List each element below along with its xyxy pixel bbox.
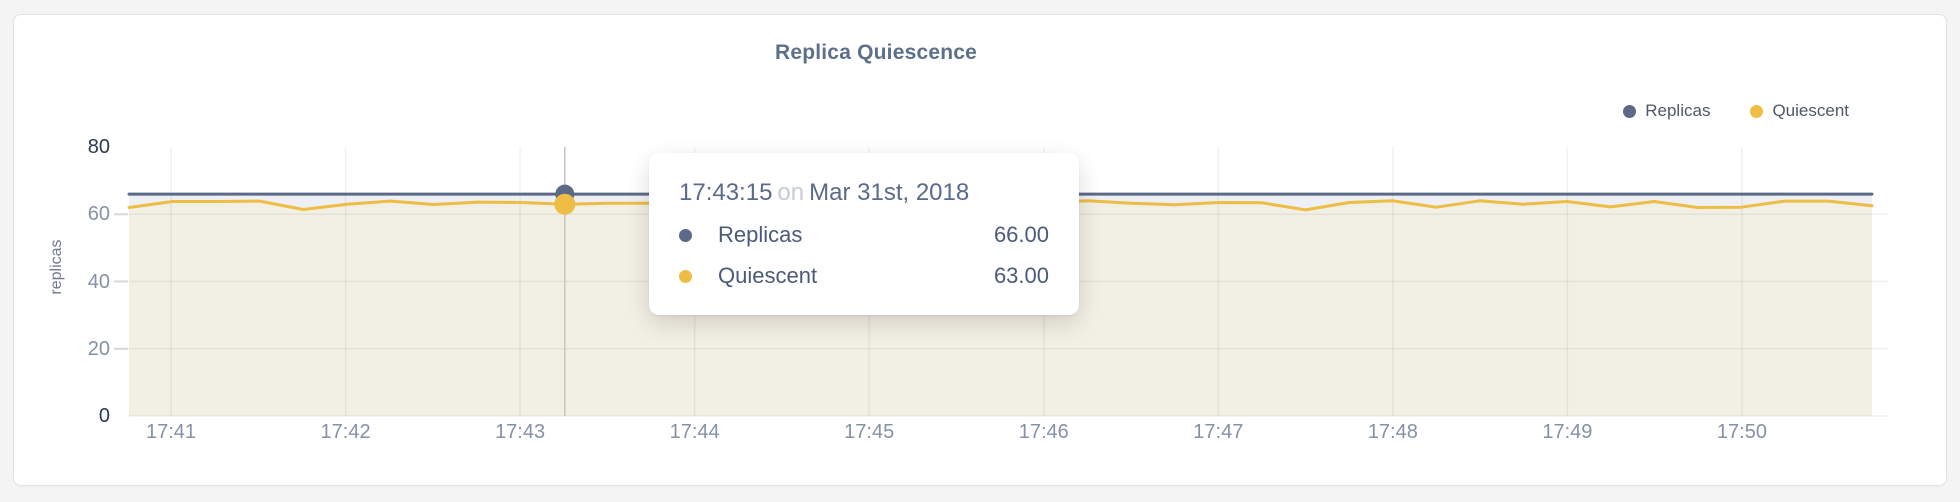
legend-label: Quiescent bbox=[1772, 101, 1849, 120]
chart-card: Replica Quiescence Replicas Quiescent 80 6… bbox=[13, 14, 1947, 486]
x-tick-label: 17:41 bbox=[145, 421, 197, 443]
y-tick-label: 80 bbox=[87, 136, 110, 158]
legend-label: Replicas bbox=[1645, 101, 1711, 120]
legend-dot-icon bbox=[1623, 104, 1637, 118]
y-tick-label: 40 bbox=[87, 270, 110, 293]
x-tick-label: 17:42 bbox=[320, 421, 371, 443]
tooltip-series-label: Replicas bbox=[718, 222, 803, 247]
x-tick-label: 17:48 bbox=[1367, 421, 1418, 443]
tooltip-connector: on bbox=[777, 179, 805, 206]
tooltip-series-value: 66.00 bbox=[993, 222, 1049, 247]
tooltip-series-value: 63.00 bbox=[993, 263, 1049, 288]
legend-item-quiescent[interactable]: Quiescent bbox=[1750, 101, 1849, 121]
tooltip-series-label: Quiescent bbox=[718, 263, 818, 288]
x-tick-label: 17:45 bbox=[844, 421, 895, 443]
y-tick-label: 60 bbox=[87, 203, 110, 226]
tooltip-time: 17:43:15 bbox=[679, 179, 773, 206]
chart-tooltip: 17:43:15 on Mar 31st, 2018 Replicas 66.00 Qu… bbox=[649, 153, 1079, 315]
tooltip-date: Mar 31st, 2018 bbox=[809, 179, 970, 206]
x-tick-label: 17:46 bbox=[1018, 421, 1069, 443]
selected-point-quiescent bbox=[554, 193, 576, 215]
tooltip-row-quiescent: Quiescent 63.00 bbox=[679, 263, 1049, 289]
tooltip-row-replicas: Replicas 66.00 bbox=[679, 222, 1049, 248]
y-axis-title: replicas bbox=[48, 239, 65, 295]
y-tick-label: 0 bbox=[98, 405, 110, 427]
legend-dot-icon bbox=[1750, 104, 1764, 118]
x-tick-label: 17:44 bbox=[669, 421, 720, 443]
y-tick-label: 20 bbox=[87, 337, 110, 360]
legend-item-replicas[interactable]: Replicas bbox=[1623, 101, 1710, 121]
legend: Replicas Quiescent bbox=[1623, 101, 1849, 121]
x-tick-label: 17:47 bbox=[1193, 421, 1244, 443]
tooltip-title: 17:43:15 on Mar 31st, 2018 bbox=[679, 179, 1049, 207]
x-tick-label: 17:43 bbox=[495, 421, 546, 443]
series-dot-icon bbox=[679, 228, 692, 242]
x-tick-label: 17:50 bbox=[1716, 421, 1767, 443]
tooltip-rows: Replicas 66.00 Quiescent 63.00 bbox=[679, 222, 1049, 289]
x-tick-label: 17:49 bbox=[1542, 421, 1593, 443]
chart-title: Replica Quiescence bbox=[774, 41, 978, 64]
series-dot-icon bbox=[679, 269, 692, 283]
